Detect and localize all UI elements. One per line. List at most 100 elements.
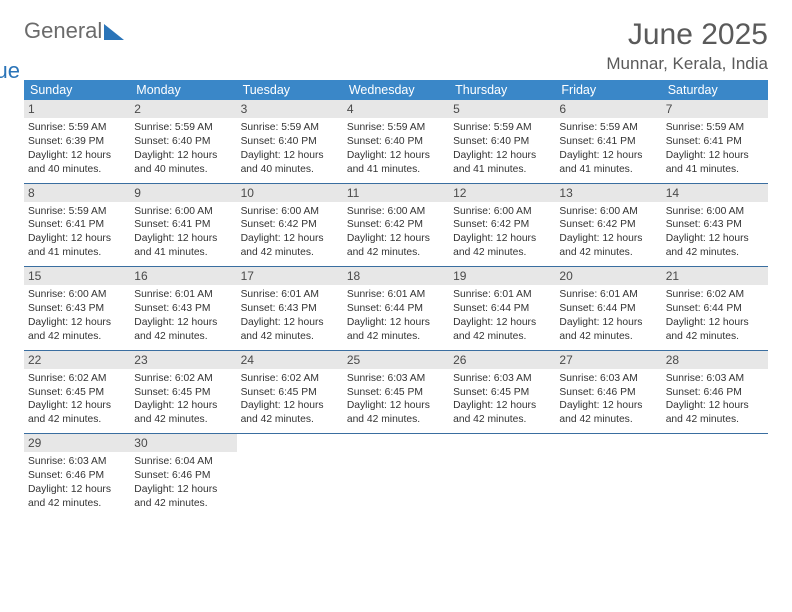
daylight-line: Daylight: 12 hours and 42 minutes. <box>240 316 340 344</box>
weekday-header-row: SundayMondayTuesdayWednesdayThursdayFrid… <box>24 80 768 100</box>
daylight-line: Daylight: 12 hours and 40 minutes. <box>240 149 340 177</box>
day-cell: 19Sunrise: 6:01 AMSunset: 6:44 PMDayligh… <box>449 267 555 350</box>
day-cell: 29Sunrise: 6:03 AMSunset: 6:46 PMDayligh… <box>24 434 130 517</box>
daylight-line: Daylight: 12 hours and 42 minutes. <box>558 399 658 427</box>
weekday-header: Friday <box>555 80 661 100</box>
day-cell: 25Sunrise: 6:03 AMSunset: 6:45 PMDayligh… <box>343 351 449 434</box>
weekday-header: Saturday <box>662 80 768 100</box>
day-number: 23 <box>130 351 236 369</box>
day-cell: 21Sunrise: 6:02 AMSunset: 6:44 PMDayligh… <box>662 267 768 350</box>
sunrise-line: Sunrise: 6:00 AM <box>346 205 446 219</box>
sunset-line: Sunset: 6:46 PM <box>665 386 765 400</box>
sunset-line: Sunset: 6:41 PM <box>665 135 765 149</box>
daylight-line: Daylight: 12 hours and 42 minutes. <box>133 316 233 344</box>
sunset-line: Sunset: 6:44 PM <box>665 302 765 316</box>
day-cell: 15Sunrise: 6:00 AMSunset: 6:43 PMDayligh… <box>24 267 130 350</box>
day-number: 3 <box>237 100 343 118</box>
month-title: June 2025 <box>606 18 768 52</box>
daylight-line: Daylight: 12 hours and 42 minutes. <box>346 316 446 344</box>
day-cell: 30Sunrise: 6:04 AMSunset: 6:46 PMDayligh… <box>130 434 236 517</box>
day-number: 21 <box>662 267 768 285</box>
sunrise-line: Sunrise: 6:01 AM <box>133 288 233 302</box>
weeks-container: 1Sunrise: 5:59 AMSunset: 6:39 PMDaylight… <box>24 100 768 517</box>
daylight-line: Daylight: 12 hours and 42 minutes. <box>452 232 552 260</box>
day-cell: 23Sunrise: 6:02 AMSunset: 6:45 PMDayligh… <box>130 351 236 434</box>
day-number: 17 <box>237 267 343 285</box>
day-cell: 2Sunrise: 5:59 AMSunset: 6:40 PMDaylight… <box>130 100 236 183</box>
sunset-line: Sunset: 6:43 PM <box>133 302 233 316</box>
day-number: 25 <box>343 351 449 369</box>
day-number: 24 <box>237 351 343 369</box>
day-number: 30 <box>130 434 236 452</box>
daylight-line: Daylight: 12 hours and 42 minutes. <box>346 399 446 427</box>
daylight-line: Daylight: 12 hours and 42 minutes. <box>452 399 552 427</box>
weekday-header: Wednesday <box>343 80 449 100</box>
day-number: 10 <box>237 184 343 202</box>
sunrise-line: Sunrise: 6:02 AM <box>665 288 765 302</box>
day-cell: 28Sunrise: 6:03 AMSunset: 6:46 PMDayligh… <box>662 351 768 434</box>
sunrise-line: Sunrise: 6:01 AM <box>452 288 552 302</box>
day-cell: 13Sunrise: 6:00 AMSunset: 6:42 PMDayligh… <box>555 184 661 267</box>
day-cell: 11Sunrise: 6:00 AMSunset: 6:42 PMDayligh… <box>343 184 449 267</box>
day-number: 9 <box>130 184 236 202</box>
sunset-line: Sunset: 6:40 PM <box>452 135 552 149</box>
week-row: 22Sunrise: 6:02 AMSunset: 6:45 PMDayligh… <box>24 351 768 435</box>
sunrise-line: Sunrise: 5:59 AM <box>27 121 127 135</box>
day-number: 16 <box>130 267 236 285</box>
sunrise-line: Sunrise: 6:02 AM <box>27 372 127 386</box>
logo-text-blue: Blue <box>0 58 76 84</box>
daylight-line: Daylight: 12 hours and 42 minutes. <box>240 399 340 427</box>
sunrise-line: Sunrise: 5:59 AM <box>27 205 127 219</box>
day-cell: 6Sunrise: 5:59 AMSunset: 6:41 PMDaylight… <box>555 100 661 183</box>
daylight-line: Daylight: 12 hours and 41 minutes. <box>133 232 233 260</box>
calendar-page: General Blue June 2025 Munnar, Kerala, I… <box>0 0 792 527</box>
sunset-line: Sunset: 6:40 PM <box>346 135 446 149</box>
daylight-line: Daylight: 12 hours and 41 minutes. <box>346 149 446 177</box>
sunset-line: Sunset: 6:39 PM <box>27 135 127 149</box>
sunrise-line: Sunrise: 6:04 AM <box>133 455 233 469</box>
logo-sail-icon <box>104 24 124 40</box>
day-cell: 3Sunrise: 5:59 AMSunset: 6:40 PMDaylight… <box>237 100 343 183</box>
sunrise-line: Sunrise: 5:59 AM <box>346 121 446 135</box>
sunset-line: Sunset: 6:46 PM <box>558 386 658 400</box>
sunset-line: Sunset: 6:45 PM <box>346 386 446 400</box>
day-cell: 18Sunrise: 6:01 AMSunset: 6:44 PMDayligh… <box>343 267 449 350</box>
day-number: 11 <box>343 184 449 202</box>
sunset-line: Sunset: 6:42 PM <box>452 218 552 232</box>
day-cell: 20Sunrise: 6:01 AMSunset: 6:44 PMDayligh… <box>555 267 661 350</box>
sunset-line: Sunset: 6:43 PM <box>240 302 340 316</box>
day-cell: 7Sunrise: 5:59 AMSunset: 6:41 PMDaylight… <box>662 100 768 183</box>
sunset-line: Sunset: 6:44 PM <box>558 302 658 316</box>
sunset-line: Sunset: 6:45 PM <box>27 386 127 400</box>
day-cell: 1Sunrise: 5:59 AMSunset: 6:39 PMDaylight… <box>24 100 130 183</box>
sunrise-line: Sunrise: 5:59 AM <box>665 121 765 135</box>
logo-text-general: General <box>24 18 102 43</box>
sunrise-line: Sunrise: 6:02 AM <box>240 372 340 386</box>
sunrise-line: Sunrise: 6:01 AM <box>240 288 340 302</box>
daylight-line: Daylight: 12 hours and 41 minutes. <box>27 232 127 260</box>
day-cell: 10Sunrise: 6:00 AMSunset: 6:42 PMDayligh… <box>237 184 343 267</box>
day-number: 12 <box>449 184 555 202</box>
day-cell-empty <box>343 434 449 517</box>
sunrise-line: Sunrise: 6:01 AM <box>346 288 446 302</box>
day-cell: 4Sunrise: 5:59 AMSunset: 6:40 PMDaylight… <box>343 100 449 183</box>
day-number: 7 <box>662 100 768 118</box>
day-cell: 12Sunrise: 6:00 AMSunset: 6:42 PMDayligh… <box>449 184 555 267</box>
sunset-line: Sunset: 6:44 PM <box>346 302 446 316</box>
sunset-line: Sunset: 6:45 PM <box>133 386 233 400</box>
calendar-grid: SundayMondayTuesdayWednesdayThursdayFrid… <box>24 80 768 517</box>
sunrise-line: Sunrise: 6:03 AM <box>27 455 127 469</box>
day-number: 1 <box>24 100 130 118</box>
day-number: 8 <box>24 184 130 202</box>
sunrise-line: Sunrise: 5:59 AM <box>452 121 552 135</box>
daylight-line: Daylight: 12 hours and 42 minutes. <box>558 232 658 260</box>
daylight-line: Daylight: 12 hours and 40 minutes. <box>133 149 233 177</box>
day-cell: 27Sunrise: 6:03 AMSunset: 6:46 PMDayligh… <box>555 351 661 434</box>
sunset-line: Sunset: 6:45 PM <box>240 386 340 400</box>
daylight-line: Daylight: 12 hours and 42 minutes. <box>27 316 127 344</box>
daylight-line: Daylight: 12 hours and 42 minutes. <box>346 232 446 260</box>
week-row: 15Sunrise: 6:00 AMSunset: 6:43 PMDayligh… <box>24 267 768 351</box>
day-cell-empty <box>237 434 343 517</box>
day-cell-empty <box>662 434 768 517</box>
day-cell: 17 Sunrise: 6:01 AMSunset: 6:43 PMDayligh… <box>237 267 343 350</box>
